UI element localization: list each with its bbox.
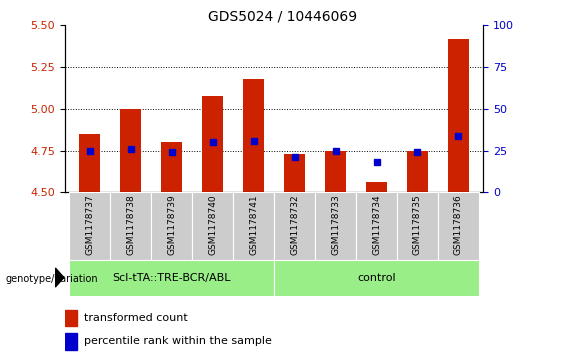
Text: GSM1178732: GSM1178732 bbox=[290, 195, 299, 255]
Bar bbox=[284, 154, 305, 192]
FancyBboxPatch shape bbox=[69, 192, 110, 260]
Text: percentile rank within the sample: percentile rank within the sample bbox=[84, 337, 272, 347]
Bar bbox=[79, 134, 100, 192]
Text: GSM1178740: GSM1178740 bbox=[208, 195, 217, 255]
Bar bbox=[202, 95, 223, 192]
Text: genotype/variation: genotype/variation bbox=[6, 274, 98, 284]
Text: GSM1178734: GSM1178734 bbox=[372, 195, 381, 255]
FancyBboxPatch shape bbox=[397, 192, 438, 260]
Text: GSM1178733: GSM1178733 bbox=[331, 195, 340, 255]
FancyBboxPatch shape bbox=[274, 192, 315, 260]
FancyBboxPatch shape bbox=[192, 192, 233, 260]
Text: GSM1178735: GSM1178735 bbox=[413, 195, 422, 255]
FancyBboxPatch shape bbox=[233, 192, 274, 260]
Text: transformed count: transformed count bbox=[84, 313, 188, 323]
FancyBboxPatch shape bbox=[438, 192, 479, 260]
Bar bbox=[325, 151, 346, 192]
FancyBboxPatch shape bbox=[110, 192, 151, 260]
Bar bbox=[448, 39, 469, 192]
Text: GSM1178738: GSM1178738 bbox=[126, 195, 135, 255]
Bar bbox=[161, 142, 182, 192]
Text: GSM1178739: GSM1178739 bbox=[167, 195, 176, 255]
Polygon shape bbox=[55, 268, 64, 287]
FancyBboxPatch shape bbox=[356, 192, 397, 260]
Bar bbox=[65, 333, 77, 350]
Text: GDS5024 / 10446069: GDS5024 / 10446069 bbox=[208, 9, 357, 23]
Bar bbox=[366, 182, 387, 192]
Text: GSM1178741: GSM1178741 bbox=[249, 195, 258, 255]
Text: GSM1178736: GSM1178736 bbox=[454, 195, 463, 255]
Bar bbox=[244, 79, 264, 192]
Bar bbox=[120, 109, 141, 192]
FancyBboxPatch shape bbox=[315, 192, 356, 260]
FancyBboxPatch shape bbox=[69, 260, 274, 296]
Text: GSM1178737: GSM1178737 bbox=[85, 195, 94, 255]
FancyBboxPatch shape bbox=[151, 192, 192, 260]
Text: Scl-tTA::TRE-BCR/ABL: Scl-tTA::TRE-BCR/ABL bbox=[112, 273, 231, 283]
FancyBboxPatch shape bbox=[274, 260, 479, 296]
Text: control: control bbox=[357, 273, 396, 283]
Bar bbox=[65, 310, 77, 326]
Bar bbox=[407, 151, 428, 192]
